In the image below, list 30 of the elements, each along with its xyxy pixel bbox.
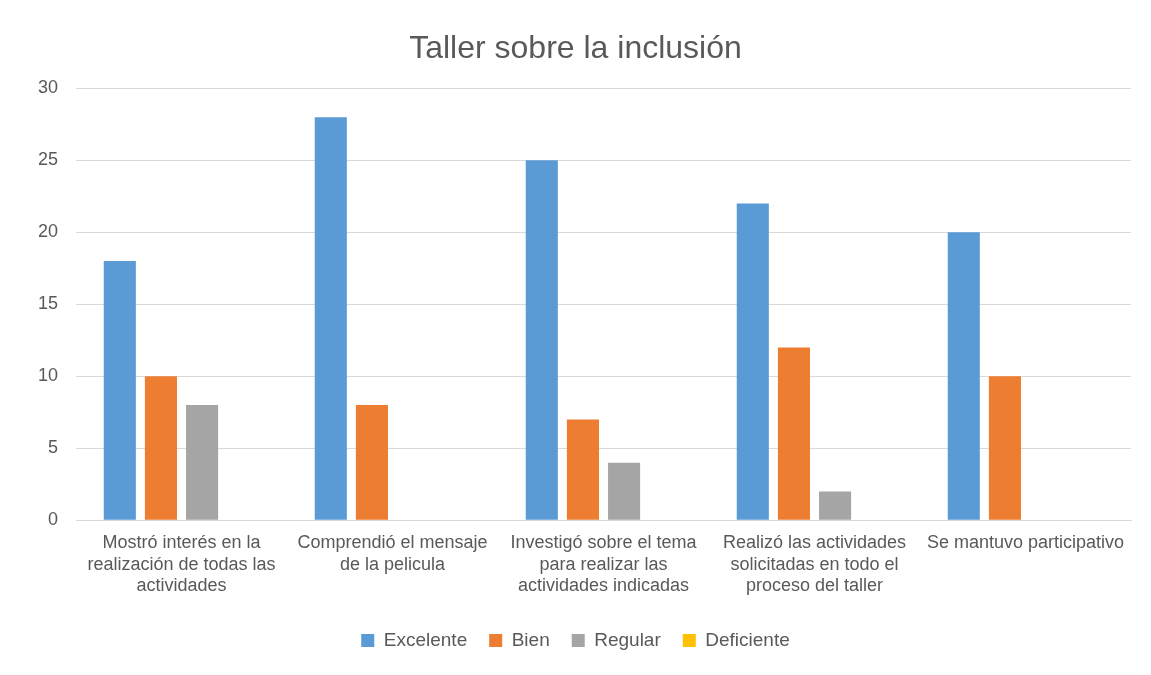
bar xyxy=(819,491,852,520)
y-tick-label: 10 xyxy=(37,365,59,386)
bar xyxy=(947,232,980,520)
bar xyxy=(525,160,558,520)
bar xyxy=(988,376,1021,520)
x-tick-label: Comprendió el mensaje de la pelicula xyxy=(297,531,488,574)
bar xyxy=(144,376,177,520)
x-tick-label: Investigó sobre el tema para realizar las actividades indicadas xyxy=(510,531,698,596)
bar xyxy=(103,261,136,520)
y-tick-label: 15 xyxy=(37,293,59,314)
legend-label: Excelente xyxy=(383,628,468,650)
chart-title: Taller sobre la inclusión xyxy=(409,29,742,66)
legend-label: Regular xyxy=(594,628,662,650)
bar xyxy=(314,117,347,520)
x-tick-label: Realizó las actividades solicitadas en todo el proceso del taller xyxy=(722,531,907,596)
y-tick-label: 0 xyxy=(48,509,59,530)
x-tick-label: Mostró interés en la realización de todas las actividades xyxy=(87,531,276,596)
y-tick-label: 20 xyxy=(37,221,59,242)
bar xyxy=(777,347,810,520)
y-tick-label: 5 xyxy=(48,437,59,458)
x-tick-label: Se mantuvo participativo xyxy=(926,531,1125,552)
bar xyxy=(186,405,219,520)
bar xyxy=(736,203,769,520)
legend-label: Bien xyxy=(511,628,550,650)
legend-label: Deficiente xyxy=(705,628,790,650)
bar xyxy=(566,419,599,520)
bar xyxy=(608,462,641,520)
bar xyxy=(355,405,388,520)
y-tick-label: 25 xyxy=(37,149,59,170)
y-tick-label: 30 xyxy=(37,77,59,98)
